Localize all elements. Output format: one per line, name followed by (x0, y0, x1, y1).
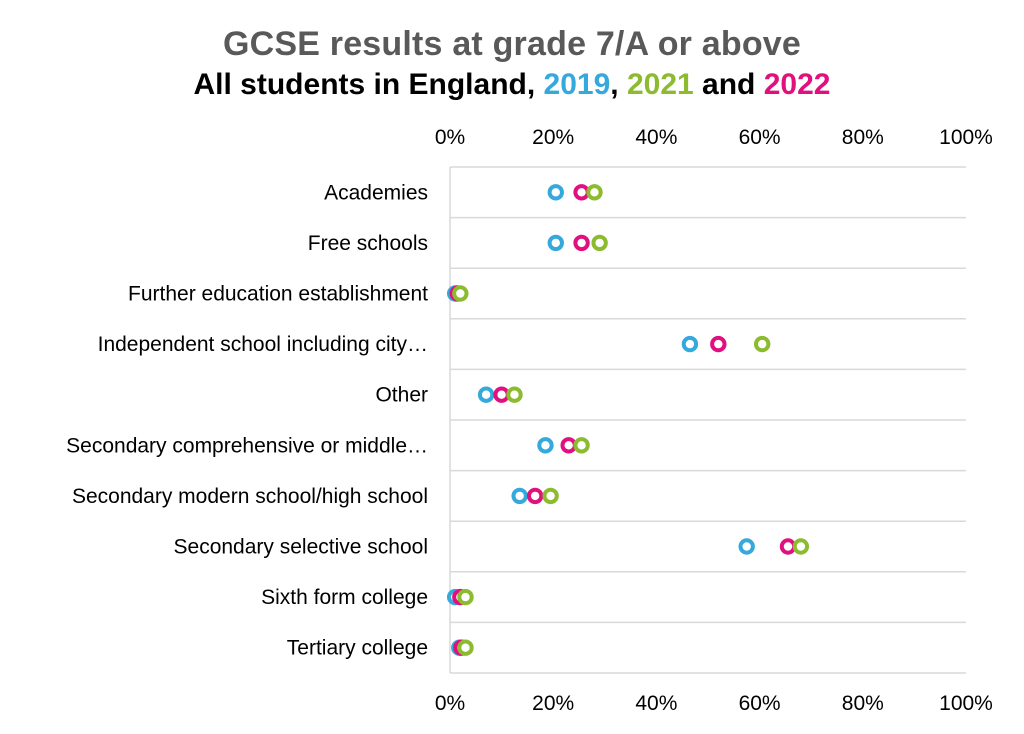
subtitle-sep-1: , (610, 68, 627, 101)
category-label-academies: Academies (324, 181, 428, 204)
dot-2021-free-schools (591, 234, 608, 252)
category-label-tertiary-college: Tertiary college (287, 637, 428, 660)
x-tick-label-bottom: 80% (842, 692, 884, 715)
category-label-free-schools: Free schools (308, 232, 428, 255)
dot-2019-secondary-selective-school (738, 538, 755, 555)
dot-2021-academies (586, 184, 603, 201)
dot-2021-independent-school-including-city (753, 335, 771, 353)
x-tick-label-top: 80% (842, 126, 884, 149)
dot-2019-free-schools (547, 234, 564, 252)
subtitle-prefix: All students in England, (193, 68, 544, 101)
category-label-secondary-comprehensive-or-middle: Secondary comprehensive or middle… (66, 434, 428, 457)
dot-2022-secondary-comprehensive-or-middle (560, 437, 577, 454)
category-label-secondary-modern-school-high-school: Secondary modern school/high school (72, 485, 428, 508)
x-tick-label-bottom: 0% (435, 692, 465, 715)
chart-title-block: GCSE results at grade 7/A or above All s… (0, 22, 1024, 104)
grid-layer (449, 166, 966, 674)
dot-2021-sixth-form-college (457, 588, 474, 606)
dot-2022-secondary-selective-school (779, 538, 797, 555)
x-tick-label-top: 0% (435, 126, 465, 149)
subtitle-year-2021: 2021 (626, 68, 694, 101)
chart-subtitle: All students in England, 2019, 2021 and … (0, 66, 1024, 104)
dot-2021-other (506, 386, 523, 403)
top-axis: 0% 20% 40% 60% 80% 100% (435, 126, 993, 149)
dot-2021-further-education-establishment (452, 285, 469, 302)
bottom-axis: 0% 20% 40% 60% 80% 100% (435, 692, 993, 715)
x-tick-label-bottom: 60% (739, 692, 781, 715)
subtitle-year-2019: 2019 (543, 68, 611, 101)
subtitle-year-2022: 2022 (763, 68, 831, 101)
dot-2021-secondary-selective-school (792, 538, 810, 555)
dot-2022-secondary-modern-school-high-school (526, 487, 544, 505)
x-tick-label-bottom: 40% (635, 692, 677, 715)
dot-2019-independent-school-including-city (681, 335, 699, 353)
x-tick-label-top: 60% (739, 126, 781, 149)
x-tick-label-top: 100% (939, 126, 993, 149)
dot-2019-secondary-modern-school-high-school (511, 487, 528, 505)
category-label-further-education-establishment: Further education establishment (128, 283, 428, 306)
chart-title: GCSE results at grade 7/A or above (222, 25, 802, 63)
dot-2022-independent-school-including-city (710, 335, 727, 353)
subtitle-sep-2: and (693, 68, 764, 101)
category-label-sixth-form-college: Sixth form college (261, 586, 428, 609)
x-tick-label-top: 20% (532, 126, 574, 149)
category-label-other: Other (375, 384, 428, 407)
dot-2019-secondary-comprehensive-or-middle (537, 437, 554, 454)
category-labels: Academies Free schools Further education e… (66, 181, 428, 659)
x-tick-label-top: 40% (635, 126, 677, 149)
dot-2021-tertiary-college (457, 639, 474, 656)
dot-2022-other (493, 386, 510, 403)
dots-layer (446, 184, 810, 656)
dot-2022-free-schools (573, 234, 590, 252)
dot-2019-other (477, 386, 495, 403)
dot-2019-academies (547, 184, 564, 201)
dot-2022-academies (573, 184, 590, 201)
dot-2021-secondary-comprehensive-or-middle (573, 437, 590, 454)
x-tick-label-bottom: 100% (939, 692, 993, 715)
x-tick-label-bottom: 20% (532, 692, 574, 715)
category-label-independent-school-including-city: Independent school including city… (98, 333, 428, 356)
category-label-secondary-selective-school: Secondary selective school (174, 536, 428, 559)
dot-2021-secondary-modern-school-high-school (542, 487, 559, 505)
